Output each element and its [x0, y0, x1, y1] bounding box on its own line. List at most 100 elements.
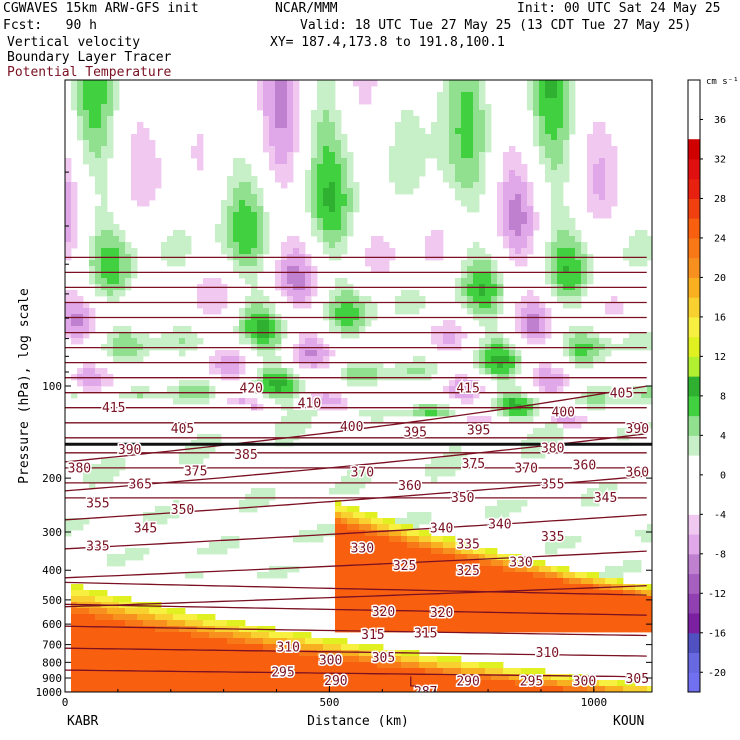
field-cell [263, 134, 270, 141]
field-cell [227, 206, 234, 213]
field-cell [515, 236, 522, 243]
field-cell [527, 398, 534, 405]
field-cell [263, 308, 270, 315]
field-cell [557, 674, 564, 681]
field-cell [65, 170, 72, 177]
field-cell [449, 542, 456, 549]
field-cell [587, 332, 594, 339]
theta-contour-label: 320 [372, 605, 395, 620]
field-cell [179, 386, 186, 393]
field-cell [413, 512, 420, 519]
field-cell [311, 680, 318, 687]
field-cell [227, 662, 234, 669]
field-cell [485, 626, 492, 633]
field-cell [611, 680, 618, 687]
field-cell [89, 650, 96, 657]
field-cell [389, 680, 396, 687]
field-cell [431, 614, 438, 621]
field-cell [353, 296, 360, 303]
field-cell [101, 290, 108, 297]
field-cell [83, 92, 90, 99]
field-cell [221, 218, 228, 225]
colorbar-tick-label: 24 [714, 233, 726, 244]
field-cell [521, 416, 528, 423]
field-cell [275, 260, 282, 267]
field-cell [413, 548, 420, 555]
field-cell [485, 572, 492, 579]
field-cell [617, 428, 624, 435]
field-cell [533, 140, 540, 147]
field-cell [281, 650, 288, 657]
field-cell [287, 86, 294, 93]
field-cell [635, 686, 642, 692]
field-cell [341, 536, 348, 543]
field-cell [431, 230, 438, 237]
field-cell [335, 518, 342, 525]
field-cell [149, 620, 156, 627]
field-cell [647, 620, 652, 627]
field-cell [311, 128, 318, 135]
field-cell [383, 242, 390, 249]
field-cell [371, 80, 378, 87]
field-cell [467, 164, 474, 171]
field-cell [413, 596, 420, 603]
field-cell [95, 188, 102, 195]
field-cell [389, 170, 396, 177]
field-cell [275, 386, 282, 393]
field-cell [599, 608, 606, 615]
field-cell [407, 620, 414, 627]
field-cell [95, 104, 102, 111]
field-cell [401, 158, 408, 165]
field-cell [227, 182, 234, 189]
field-cell [365, 572, 372, 579]
field-cell [551, 278, 558, 285]
field-cell [383, 554, 390, 561]
field-cell [227, 248, 234, 255]
field-cell [359, 542, 366, 549]
field-cell [275, 638, 282, 645]
field-cell [611, 296, 618, 303]
field-cell [461, 140, 468, 147]
field-cell [473, 176, 480, 183]
field-cell [509, 416, 516, 423]
field-cell [473, 182, 480, 189]
field-cell [197, 152, 204, 159]
field-cell [371, 614, 378, 621]
field-cell [587, 602, 594, 609]
field-cell [467, 128, 474, 135]
field-cell [485, 260, 492, 267]
field-cell [557, 608, 564, 615]
field-cell [479, 368, 486, 375]
field-cell [137, 128, 144, 135]
field-cell [455, 338, 462, 345]
field-cell [353, 308, 360, 315]
field-cell [371, 554, 378, 561]
field-cell [275, 398, 282, 405]
field-cell [551, 380, 558, 387]
field-cell [245, 506, 252, 513]
field-cell [563, 116, 570, 123]
field-cell [161, 614, 168, 621]
field-cell [575, 584, 582, 591]
field-cell [107, 224, 114, 231]
field-cell [383, 530, 390, 537]
field-cell [143, 164, 150, 171]
field-cell [425, 566, 432, 573]
field-cell [281, 656, 288, 663]
field-cell [365, 260, 372, 267]
field-cell [473, 386, 480, 393]
field-cell [425, 512, 432, 519]
field-cell [431, 242, 438, 249]
field-cell [455, 572, 462, 579]
field-cell [161, 332, 168, 339]
field-cell [461, 626, 468, 633]
field-cell [113, 656, 120, 663]
field-cell [497, 554, 504, 561]
field-cell [143, 128, 150, 135]
field-cell [593, 614, 600, 621]
field-cell [605, 188, 612, 195]
field-cell [233, 224, 240, 231]
field-cell [467, 134, 474, 141]
field-cell [455, 596, 462, 603]
field-cell [323, 662, 330, 669]
